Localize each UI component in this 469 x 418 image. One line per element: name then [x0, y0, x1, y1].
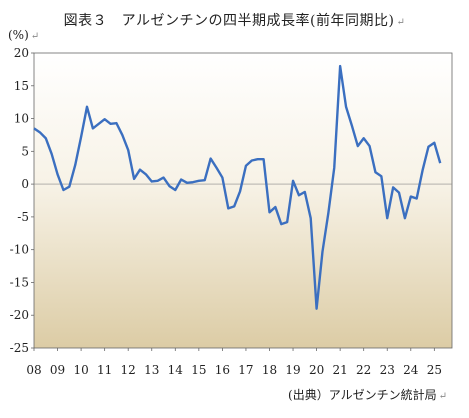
x-tick-label: 10 — [73, 363, 88, 377]
x-tick-label: 22 — [356, 363, 371, 377]
y-tick-label: 5 — [21, 144, 29, 158]
x-tick-label: 21 — [333, 363, 348, 377]
x-tick-label: 08 — [26, 363, 41, 377]
y-tick-label: 15 — [14, 79, 29, 93]
y-tick-label: -5 — [17, 210, 29, 224]
x-tick-label: 24 — [403, 363, 419, 377]
y-tick-label: -10 — [10, 243, 29, 257]
y-axis-unit-text: (%) — [8, 28, 29, 42]
chart-title: 図表３ アルゼンチンの四半期成長率(前年同期比) ↵ — [0, 10, 469, 30]
y-axis-unit: (%) ↵ — [8, 28, 39, 42]
x-tick-label: 15 — [191, 363, 206, 377]
x-tick-label: 14 — [168, 363, 184, 377]
y-tick-label: -15 — [10, 275, 29, 289]
x-tick-label: 11 — [97, 363, 112, 377]
y-tick-label: 0 — [21, 177, 29, 191]
y-axis: 20 15 10 5 0 -5 -10 -15 -20 -25 — [10, 46, 34, 355]
x-tick-label: 13 — [144, 363, 159, 377]
return-mark-icon: ↵ — [30, 31, 40, 42]
x-tick-label: 09 — [50, 363, 65, 377]
growth-rate-line — [33, 64, 442, 310]
x-tick-label: 25 — [427, 363, 442, 377]
y-tick-label: -20 — [10, 308, 29, 322]
return-mark-icon: ↵ — [438, 391, 447, 402]
source-note: (出典）アルゼンチン統計局 ↵ — [288, 386, 447, 403]
return-mark-icon: ↵ — [396, 17, 406, 28]
x-tick-label: 12 — [121, 363, 136, 377]
x-tick-label: 18 — [262, 363, 277, 377]
chart-title-text: 図表３ アルゼンチンの四半期成長率(前年同期比) — [63, 13, 395, 29]
y-tick-label: -25 — [10, 341, 29, 355]
x-tick-label: 20 — [309, 363, 324, 377]
x-axis: 08 09 10 11 12 13 14 15 16 17 18 19 20 21 22 23 24 25 — [26, 348, 442, 377]
y-tick-label: 10 — [14, 112, 29, 126]
source-note-text: (出典）アルゼンチン統計局 — [288, 388, 437, 402]
y-tick-label: 20 — [14, 46, 29, 60]
plot-area — [33, 52, 453, 349]
x-tick-label: 19 — [285, 363, 300, 377]
x-tick-label: 16 — [215, 363, 230, 377]
x-tick-label: 17 — [238, 363, 253, 377]
x-tick-label: 23 — [380, 363, 395, 377]
